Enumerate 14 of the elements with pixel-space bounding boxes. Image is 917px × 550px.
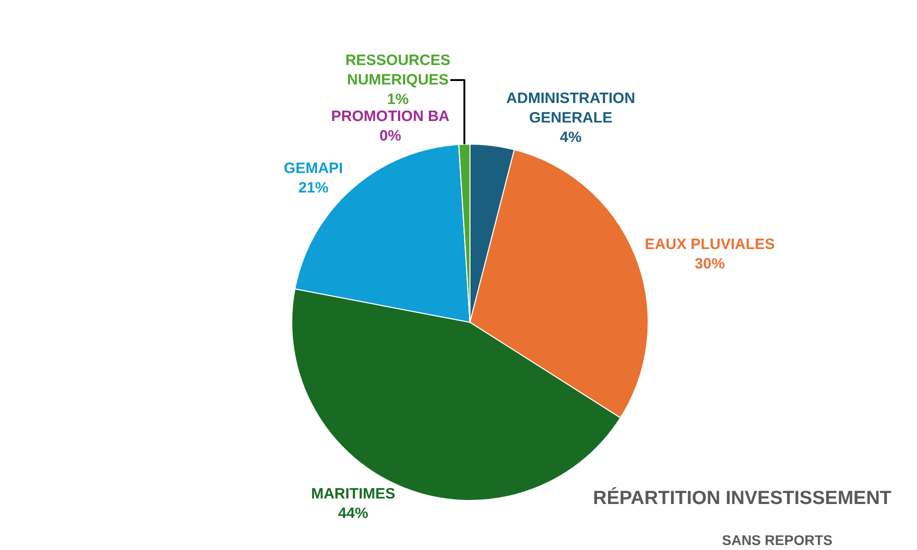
data-label: 44% [338,505,368,522]
category-label: PROMOTION BA [331,108,450,126]
slice-label: MARITIMES [311,486,396,503]
slice-label: EAUX PLUVIALES [644,236,775,253]
slice-label: GEMAPI [284,160,343,178]
text: 0% [379,128,402,145]
text: RÉPARTITION INVESTISSEMENT [593,487,892,509]
data-label: 30% [694,255,725,272]
text: SANS REPORTS [722,532,832,548]
data-label: 1% [387,91,409,108]
data-label: 4% [560,128,582,146]
slice-label: RESSOURCES NUMERIQUES [345,52,450,89]
data-label: 21% [298,180,328,197]
slice-label: ADMINISTRATION GENERALE [506,90,636,126]
